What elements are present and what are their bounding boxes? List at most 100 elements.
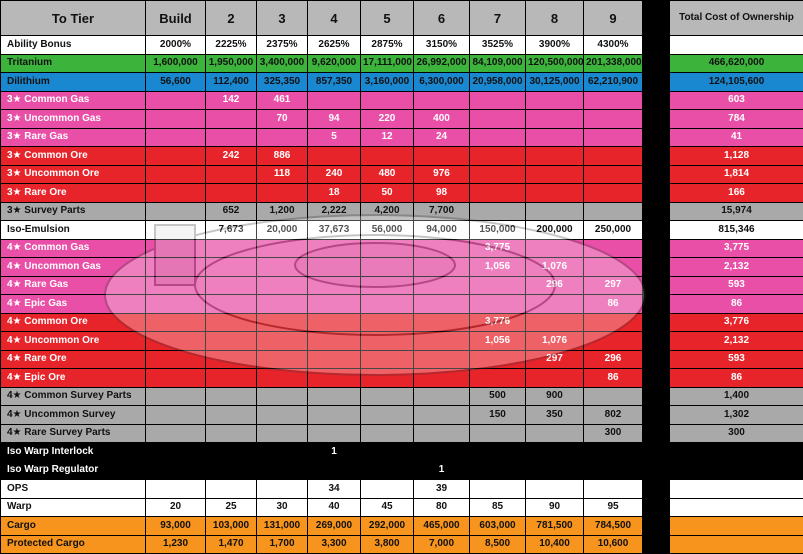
table-cell: 7,700	[414, 202, 470, 221]
table-cell: 325,350	[257, 73, 308, 92]
table-cell	[470, 165, 526, 184]
table-cell: 461	[257, 91, 308, 110]
table-cell	[146, 369, 206, 388]
table-cell	[257, 276, 308, 295]
header-spacer	[643, 1, 670, 36]
table-cell	[584, 91, 643, 110]
table-cell	[470, 369, 526, 388]
table-cell	[414, 424, 470, 443]
table-cell: 1,470	[206, 535, 257, 554]
table-cell	[526, 147, 584, 166]
total-cell: 784	[670, 110, 803, 129]
table-cell	[526, 110, 584, 129]
table-cell	[584, 332, 643, 351]
table-cell	[257, 443, 308, 462]
table-cell: 1,700	[257, 535, 308, 554]
table-cell: 7,673	[206, 221, 257, 240]
table-cell: 93,000	[146, 517, 206, 536]
table-cell: 30,125,000	[526, 73, 584, 92]
table-cell	[584, 443, 643, 462]
table-cell: 2000%	[146, 36, 206, 55]
table-cell: 20,958,000	[470, 73, 526, 92]
table-cell: 201,338,000	[584, 54, 643, 73]
table-cell: 480	[361, 165, 414, 184]
table-cell	[206, 128, 257, 147]
table-cell: 118	[257, 165, 308, 184]
row-spacer	[643, 276, 670, 295]
table-cell	[146, 110, 206, 129]
table-cell	[584, 313, 643, 332]
table-cell: 465,000	[414, 517, 470, 536]
total-cell: 815,346	[670, 221, 803, 240]
row-spacer	[643, 406, 670, 425]
row-spacer	[643, 461, 670, 480]
table-cell: 39	[414, 480, 470, 499]
row-label: Iso Warp Interlock	[1, 443, 146, 462]
table-cell: 45	[361, 498, 414, 517]
row-spacer	[643, 313, 670, 332]
table-cell	[526, 202, 584, 221]
table-cell	[206, 295, 257, 314]
table-cell: 30	[257, 498, 308, 517]
table-cell	[470, 276, 526, 295]
table-cell	[470, 110, 526, 129]
table-cell	[414, 443, 470, 462]
table-cell: 2,222	[308, 202, 361, 221]
table-cell	[308, 461, 361, 480]
table-cell: 86	[584, 369, 643, 388]
table-cell: 24	[414, 128, 470, 147]
row-spacer	[643, 202, 670, 221]
table-cell	[584, 165, 643, 184]
table-cell: 95	[584, 498, 643, 517]
row-label: 3★ Rare Gas	[1, 128, 146, 147]
table-cell: 886	[257, 147, 308, 166]
table-cell: 8,500	[470, 535, 526, 554]
total-cell: 1,302	[670, 406, 803, 425]
table-cell	[308, 258, 361, 277]
table-cell	[206, 165, 257, 184]
row-spacer	[643, 36, 670, 55]
row-spacer	[643, 239, 670, 258]
header-tier-9: 9	[584, 1, 643, 36]
table-cell: 4300%	[584, 36, 643, 55]
table-cell: 9,620,000	[308, 54, 361, 73]
table-cell	[584, 387, 643, 406]
row-spacer	[643, 517, 670, 536]
table-cell: 6,300,000	[414, 73, 470, 92]
table-cell	[361, 443, 414, 462]
table-cell: 1,056	[470, 258, 526, 277]
table-cell: 10,600	[584, 535, 643, 554]
row-spacer	[643, 110, 670, 129]
row-spacer	[643, 73, 670, 92]
table-cell: 3525%	[470, 36, 526, 55]
total-cell: 603	[670, 91, 803, 110]
table-cell	[361, 424, 414, 443]
table-cell	[257, 461, 308, 480]
row-label: Iso Warp Regulator	[1, 461, 146, 480]
row-spacer	[643, 535, 670, 554]
table-cell	[526, 184, 584, 203]
table-cell	[146, 424, 206, 443]
table-cell	[308, 239, 361, 258]
table-cell	[526, 165, 584, 184]
table-cell	[414, 406, 470, 425]
header-tier-7: 7	[470, 1, 526, 36]
table-cell	[257, 313, 308, 332]
table-cell	[361, 258, 414, 277]
header-tier-4: 4	[308, 1, 361, 36]
table-cell: 1,950,000	[206, 54, 257, 73]
table-cell	[146, 387, 206, 406]
row-spacer	[643, 480, 670, 499]
table-cell: 652	[206, 202, 257, 221]
row-label: 3★ Rare Ore	[1, 184, 146, 203]
total-cell: 593	[670, 350, 803, 369]
row-label: 4★ Rare Gas	[1, 276, 146, 295]
